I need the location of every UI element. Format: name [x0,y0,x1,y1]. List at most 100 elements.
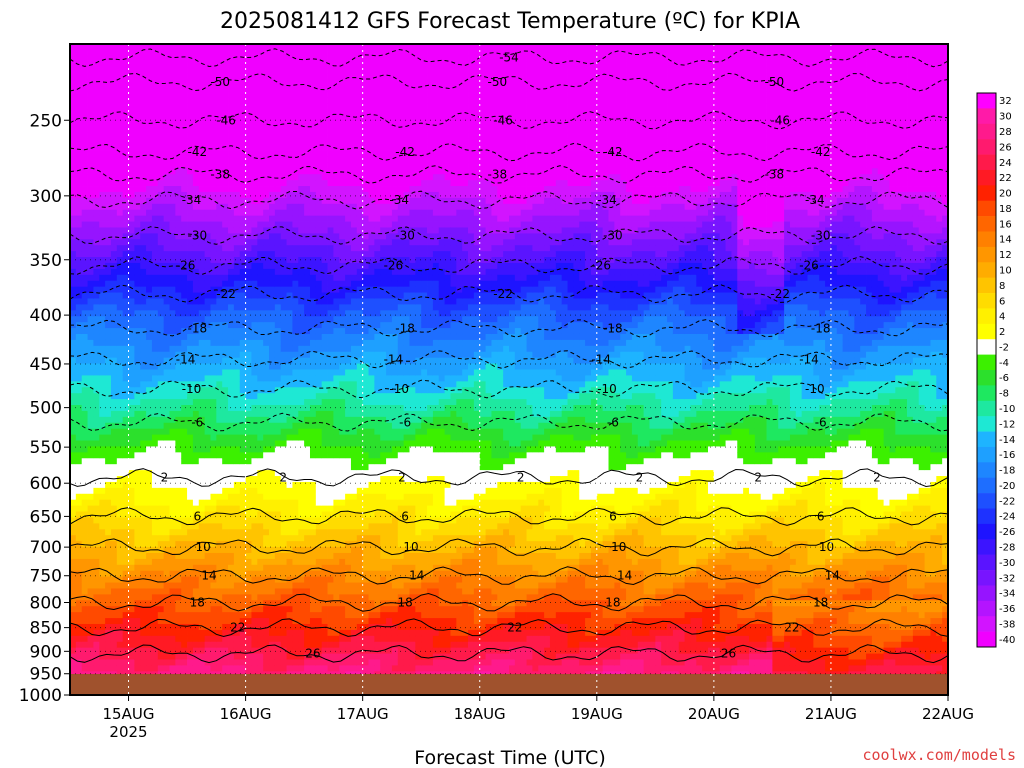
field-cell [70,428,77,435]
field-cell [257,239,264,246]
field-cell [70,268,77,276]
field-cell [140,387,147,394]
field-cell [151,393,159,400]
field-cell [75,381,83,388]
field-cell [110,464,118,471]
field-cell [181,268,188,276]
field-cell [198,594,206,601]
field-cell [204,552,211,560]
field-cell [222,209,229,217]
field-cell [239,339,246,347]
field-cell [327,369,334,376]
field-cell [321,109,328,116]
field-cell [116,85,124,92]
field-cell [216,286,223,293]
field-cell [140,97,147,104]
field-cell [105,493,112,501]
field-cell [257,79,264,86]
field-cell [99,333,106,341]
field-cell [146,629,153,637]
field-cell [81,511,88,518]
field-cell [239,505,246,512]
field-cell [204,458,211,465]
field-cell [292,49,299,57]
field-cell [134,405,141,412]
field-cell [75,168,83,175]
field-cell [274,162,282,169]
field-cell [315,588,323,595]
field-cell [327,606,334,613]
field-cell [298,132,305,140]
field-cell [87,44,94,51]
field-cell [210,428,217,435]
field-cell [269,623,276,631]
field-cell [116,262,124,270]
field-cell [228,523,235,530]
field-cell [93,239,100,246]
field-cell [239,97,246,104]
field-cell [233,61,241,69]
field-cell [274,446,282,453]
field-cell [298,227,305,234]
field-cell [263,410,270,418]
field-cell [233,280,241,288]
field-cell [157,369,165,376]
field-cell [128,576,135,583]
field-cell [333,191,340,199]
field-cell [216,203,223,211]
field-cell [228,203,235,211]
field-cell [181,292,188,299]
field-cell [181,523,188,530]
field-cell [233,132,241,140]
field-cell [315,150,323,157]
field-cell [274,274,282,282]
field-cell [257,322,264,329]
field-cell [134,665,141,672]
field-cell [210,174,217,181]
field-cell [263,523,270,530]
field-cell [274,233,282,240]
field-cell [110,659,118,666]
field-cell [228,245,235,252]
field-cell [327,564,334,572]
field-cell [204,322,211,329]
field-cell [157,476,165,483]
field-cell [134,600,141,607]
field-cell [116,251,124,258]
field-cell [163,144,170,151]
field-cell [251,612,258,619]
field-cell [304,339,311,347]
field-cell [263,44,270,51]
field-cell [87,647,94,654]
field-cell [298,215,305,222]
field-cell [321,570,328,578]
field-cell [99,174,106,181]
field-cell [175,588,182,595]
field-cell [233,422,241,430]
field-cell [245,209,252,217]
field-cell [222,511,229,518]
field-cell [128,280,135,288]
field-cell [286,168,293,175]
field-cell [321,635,328,643]
field-cell [263,292,270,299]
field-cell [228,440,235,447]
field-cell [198,570,206,578]
field-cell [269,375,276,382]
field-cell [192,61,200,69]
field-cell [181,280,188,288]
field-cell [216,665,223,672]
field-cell [298,434,305,441]
field-cell [315,493,323,501]
field-cell [93,535,100,542]
field-cell [140,55,147,63]
field-cell [93,91,100,98]
field-cell [198,523,206,530]
field-cell [187,547,194,554]
field-cell [239,79,246,86]
field-cell [128,132,135,140]
field-cell [146,399,153,406]
field-cell [251,576,258,583]
field-cell [245,529,252,536]
field-cell [93,493,100,501]
